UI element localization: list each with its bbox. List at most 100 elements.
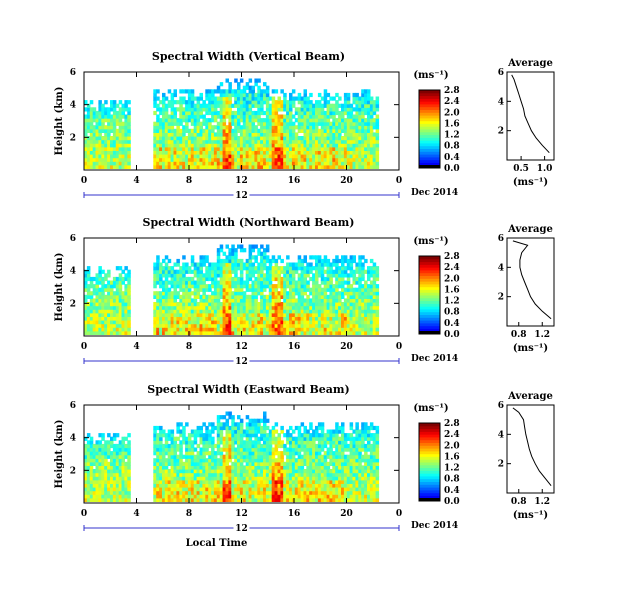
heatmap-cell <box>211 483 215 488</box>
heatmap-cell <box>110 487 114 492</box>
heatmap-cell <box>369 312 374 317</box>
heatmap-cell <box>239 451 244 456</box>
heatmap-cell <box>124 139 128 144</box>
heatmap-cell <box>95 490 99 495</box>
heatmap-cell <box>219 454 224 459</box>
heatmap-cell <box>271 294 276 299</box>
heatmap-cell <box>263 418 267 423</box>
heatmap-cell <box>297 92 302 98</box>
heatmap-cell <box>358 302 362 307</box>
heatmap-cell <box>338 330 342 335</box>
heatmap-cell <box>84 483 88 488</box>
heatmap-cell <box>222 125 227 130</box>
heatmap-cell <box>306 146 310 151</box>
heatmap-cell <box>361 255 365 260</box>
heatmap-cell <box>211 143 215 148</box>
heatmap-cell <box>367 146 371 151</box>
heatmap-cell <box>352 330 356 335</box>
heatmap-cell <box>251 150 255 155</box>
heatmap-cell <box>213 312 218 317</box>
heatmap-cell <box>115 164 120 169</box>
heatmap-cell <box>369 150 374 155</box>
heatmap-cell <box>211 161 215 166</box>
heatmap-cell <box>228 494 232 499</box>
heatmap-cell <box>164 440 169 445</box>
heatmap-cell <box>332 136 336 141</box>
heatmap-cell <box>234 248 238 253</box>
heatmap-cell <box>228 96 232 101</box>
heatmap-cell <box>242 298 247 303</box>
heatmap-cell <box>335 309 339 314</box>
heatmap-cell <box>326 114 331 119</box>
heatmap-cell <box>257 284 261 289</box>
heatmap-cell <box>185 494 189 499</box>
heatmap-cell <box>173 487 177 492</box>
heatmap-cell <box>312 139 316 144</box>
heatmap-cell <box>107 451 111 456</box>
heatmap-cell <box>375 128 380 133</box>
heatmap-cell <box>274 458 279 463</box>
heatmap-cell <box>263 118 267 123</box>
heatmap-cell <box>254 266 258 271</box>
heatmap-cell <box>367 121 371 126</box>
heatmap-cell <box>323 262 328 267</box>
heatmap-cell <box>251 96 255 101</box>
heatmap-cell <box>216 150 221 155</box>
heatmap-cell <box>291 298 296 303</box>
heatmap-cell <box>124 327 128 332</box>
heatmap-cell <box>211 139 215 144</box>
heatmap-cell <box>260 316 264 321</box>
heatmap-cell <box>162 330 166 335</box>
heatmap-cell <box>361 305 365 310</box>
heatmap-cell <box>260 472 264 477</box>
heatmap-cell <box>332 284 336 289</box>
heatmap-cell <box>219 262 224 267</box>
heatmap-cell <box>306 103 310 108</box>
heatmap-cell <box>185 490 189 495</box>
heatmap-cell <box>358 143 362 148</box>
heatmap-cell <box>248 269 253 274</box>
heatmap-cell <box>95 327 99 332</box>
heatmap-cell <box>205 316 209 321</box>
heatmap-cell <box>303 284 307 289</box>
heatmap-cell <box>156 121 160 126</box>
heatmap-cell <box>228 269 232 274</box>
heatmap-cell <box>280 89 284 94</box>
heatmap-cell <box>248 323 253 328</box>
heatmap-cell <box>352 276 356 282</box>
heatmap-cell <box>239 479 244 484</box>
heatmap-cell <box>205 139 209 144</box>
heatmap-cell <box>84 487 88 492</box>
heatmap-cell <box>92 479 97 484</box>
heatmap-cell <box>265 164 270 169</box>
heatmap-cell <box>338 110 342 116</box>
heatmap-cell <box>225 287 229 292</box>
heatmap-cell <box>121 121 125 126</box>
heatmap-cell <box>274 447 279 452</box>
heatmap-cell <box>277 273 281 278</box>
heatmap-cell <box>208 323 212 328</box>
heatmap-cell <box>242 154 247 159</box>
heatmap-cell <box>268 284 273 289</box>
heatmap-cell <box>179 161 183 166</box>
heatmap-cell <box>237 465 241 470</box>
heatmap-cell <box>332 139 336 144</box>
heatmap-cell <box>205 154 209 159</box>
heatmap-cell <box>92 443 97 449</box>
heatmap-cell <box>162 157 166 162</box>
heatmap-cell <box>260 465 264 470</box>
heatmap-cell <box>187 89 192 94</box>
heatmap-cell <box>182 139 186 144</box>
heatmap-cell <box>332 269 336 274</box>
heatmap-cell <box>84 118 88 123</box>
heatmap-cell <box>219 128 224 133</box>
heatmap-cell <box>237 82 241 87</box>
heatmap-cell <box>115 447 120 452</box>
heatmap-cell <box>190 433 195 438</box>
heatmap-cell <box>312 136 316 141</box>
heatmap-cell <box>274 132 279 137</box>
heatmap-cell <box>193 479 198 484</box>
heatmap-cell <box>367 276 371 282</box>
heatmap-cell <box>216 440 221 445</box>
heatmap-cell <box>213 305 218 310</box>
